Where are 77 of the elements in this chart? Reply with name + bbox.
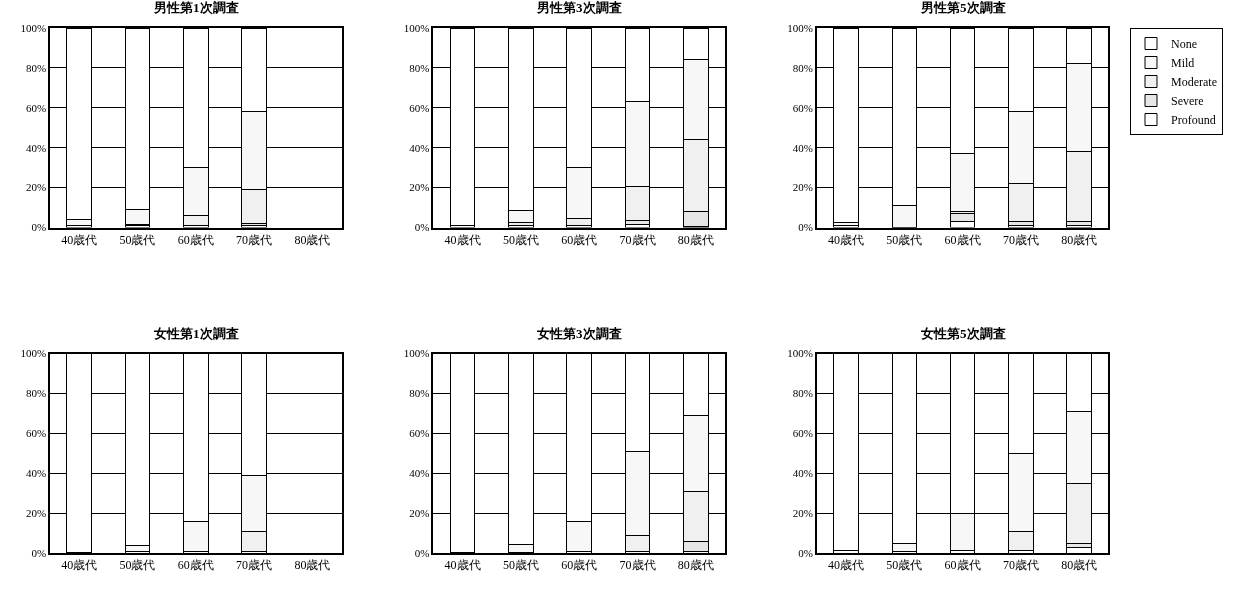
- x-tick-label: 70歳代: [619, 232, 656, 247]
- y-tick-label: 60%: [409, 101, 430, 114]
- y-tick-label: 20%: [25, 506, 47, 519]
- y-tick-label: 20%: [25, 181, 47, 194]
- x-tick-label: 40歳代: [444, 558, 481, 573]
- chart-title: 男性第3次調査: [536, 0, 622, 15]
- x-tick-label: 40歳代: [61, 232, 98, 247]
- x-tick-label: 50歳代: [502, 558, 539, 573]
- x-tick-label: 80歳代: [294, 558, 331, 573]
- y-tick-label: 100%: [20, 21, 47, 34]
- y-tick-label: 40%: [409, 467, 430, 480]
- y-tick-label: 80%: [409, 61, 430, 74]
- y-tick-label: 100%: [20, 347, 47, 360]
- x-tick-label: 70歳代: [236, 232, 273, 247]
- y-tick-label: 20%: [792, 181, 813, 194]
- chart-title: 女性第1次調査: [153, 326, 239, 341]
- x-tick-label: 40歳代: [444, 232, 481, 247]
- y-tick-label: 100%: [787, 21, 813, 34]
- y-tick-label: 40%: [409, 141, 430, 154]
- x-tick-label: 70歳代: [236, 558, 273, 573]
- y-tick-label: 0%: [414, 221, 430, 234]
- y-tick-label: 60%: [409, 427, 430, 440]
- x-tick-label: 50歳代: [502, 232, 539, 247]
- x-tick-label: 50歳代: [119, 232, 156, 247]
- y-tick-label: 80%: [792, 387, 813, 400]
- chart-title: 女性第5次調査: [920, 326, 1006, 341]
- x-tick-label: 60歳代: [561, 558, 598, 573]
- chart-title: 男性第1次調査: [153, 0, 239, 15]
- x-tick-label: 70歳代: [1002, 232, 1039, 247]
- y-tick-label: 100%: [403, 347, 430, 360]
- x-tick-label: 70歳代: [619, 558, 656, 573]
- legend-label: Severe: [1171, 94, 1204, 109]
- legend-label: Mild: [1171, 56, 1195, 71]
- x-tick-label: 70歳代: [1002, 558, 1039, 573]
- x-tick-label: 50歳代: [119, 558, 156, 573]
- y-tick-label: 80%: [25, 61, 47, 74]
- x-tick-label: 40歳代: [827, 232, 864, 247]
- y-tick-label: 80%: [409, 387, 430, 400]
- y-tick-label: 0%: [798, 546, 813, 559]
- y-tick-label: 40%: [25, 141, 47, 154]
- y-tick-label: 40%: [792, 467, 813, 480]
- x-tick-label: 50歳代: [886, 232, 923, 247]
- y-tick-label: 100%: [787, 347, 813, 360]
- x-tick-label: 80歳代: [677, 232, 714, 247]
- x-tick-label: 60歳代: [177, 232, 214, 247]
- y-tick-label: 100%: [403, 21, 430, 34]
- chart-title: 男性第5次調査: [920, 0, 1006, 15]
- y-tick-label: 0%: [31, 546, 47, 559]
- y-tick-label: 40%: [792, 141, 813, 154]
- legend-label: Profound: [1171, 113, 1216, 128]
- x-tick-label: 60歳代: [177, 558, 214, 573]
- y-tick-label: 60%: [25, 427, 47, 440]
- x-tick-label: 80歳代: [1061, 232, 1098, 247]
- legend-label: Moderate: [1171, 75, 1217, 90]
- x-tick-label: 60歳代: [944, 558, 981, 573]
- y-tick-label: 20%: [409, 181, 430, 194]
- y-tick-label: 0%: [798, 221, 813, 234]
- y-tick-label: 80%: [792, 61, 813, 74]
- y-tick-label: 0%: [31, 221, 47, 234]
- x-tick-label: 80歳代: [294, 232, 331, 247]
- y-tick-label: 20%: [409, 506, 430, 519]
- x-tick-label: 80歳代: [1061, 558, 1098, 573]
- y-tick-label: 20%: [792, 506, 813, 519]
- x-tick-label: 60歳代: [944, 232, 981, 247]
- x-tick-label: 80歳代: [677, 558, 714, 573]
- y-tick-label: 80%: [25, 387, 47, 400]
- x-tick-label: 50歳代: [886, 558, 923, 573]
- y-tick-label: 0%: [414, 546, 430, 559]
- y-tick-label: 40%: [25, 467, 47, 480]
- y-tick-label: 60%: [792, 427, 813, 440]
- y-tick-label: 60%: [792, 101, 813, 114]
- x-tick-label: 40歳代: [61, 558, 98, 573]
- x-tick-label: 40歳代: [827, 558, 864, 573]
- chart-title: 女性第3次調査: [536, 326, 622, 341]
- y-tick-label: 60%: [25, 101, 47, 114]
- x-tick-label: 60歳代: [561, 232, 598, 247]
- legend-label: None: [1171, 37, 1197, 52]
